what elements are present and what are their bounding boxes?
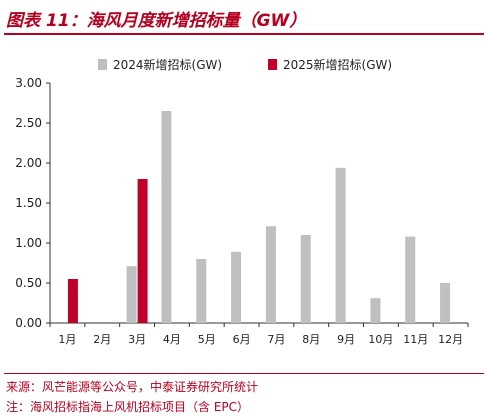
- y-tick-label: 1.50: [15, 196, 42, 210]
- footer-divider: [4, 373, 484, 374]
- x-tick-label: 5月: [198, 333, 216, 346]
- y-tick-label: 0.50: [15, 276, 42, 290]
- legend-swatch-2024: [98, 59, 107, 70]
- x-tick-label: 10月: [368, 333, 393, 346]
- y-tick-label: 0.00: [15, 316, 42, 330]
- x-tick-label: 2月: [93, 333, 111, 346]
- legend-label-2024: 2024新增招标(GW): [113, 57, 222, 72]
- x-tick-label: 3月: [128, 333, 146, 346]
- x-tick-label: 8月: [302, 333, 320, 346]
- bar-2024: [405, 236, 416, 323]
- bar-2024: [300, 235, 311, 323]
- x-tick-label: 12月: [438, 333, 463, 346]
- bar-2024: [161, 111, 172, 323]
- bar-2024: [231, 251, 242, 323]
- y-tick-label: 3.00: [15, 76, 42, 90]
- bar-2025: [137, 179, 148, 323]
- bar-2025: [67, 279, 78, 323]
- y-tick-label: 2.50: [15, 116, 42, 130]
- bar-2024: [196, 259, 207, 323]
- source-note: 来源：风芒能源等公众号，中泰证券研究所统计: [6, 380, 259, 394]
- bar-chart: 0.00 0.50 1.00 1.50 2.00 2.50 3.00 1月 2月 3月 4月 5月 6月…: [15, 57, 469, 346]
- legend-label-2025: 2025新增招标(GW): [283, 57, 392, 72]
- chart-title: 图表 11：海风月度新增招标量（GW）: [6, 11, 307, 31]
- x-tick-label: 7月: [267, 333, 285, 346]
- bar-2024: [370, 298, 381, 323]
- title-divider: [4, 33, 484, 35]
- remark-note: 注：海风招标指海上风机招标项目（含 EPC）: [6, 400, 250, 414]
- bar-2024: [440, 283, 451, 323]
- y-tick-label: 2.00: [15, 156, 42, 170]
- bar-2024: [265, 226, 276, 323]
- x-tick-label: 6月: [233, 333, 251, 346]
- y-tick-label: 1.00: [15, 236, 42, 250]
- bar-2024: [335, 167, 346, 323]
- x-tick-label: 9月: [337, 333, 355, 346]
- legend-swatch-2025: [268, 59, 277, 70]
- x-tick-label: 11月: [403, 333, 428, 346]
- x-tick-label: 1月: [58, 333, 76, 346]
- x-tick-label: 4月: [163, 333, 181, 346]
- bar-2024: [126, 266, 137, 323]
